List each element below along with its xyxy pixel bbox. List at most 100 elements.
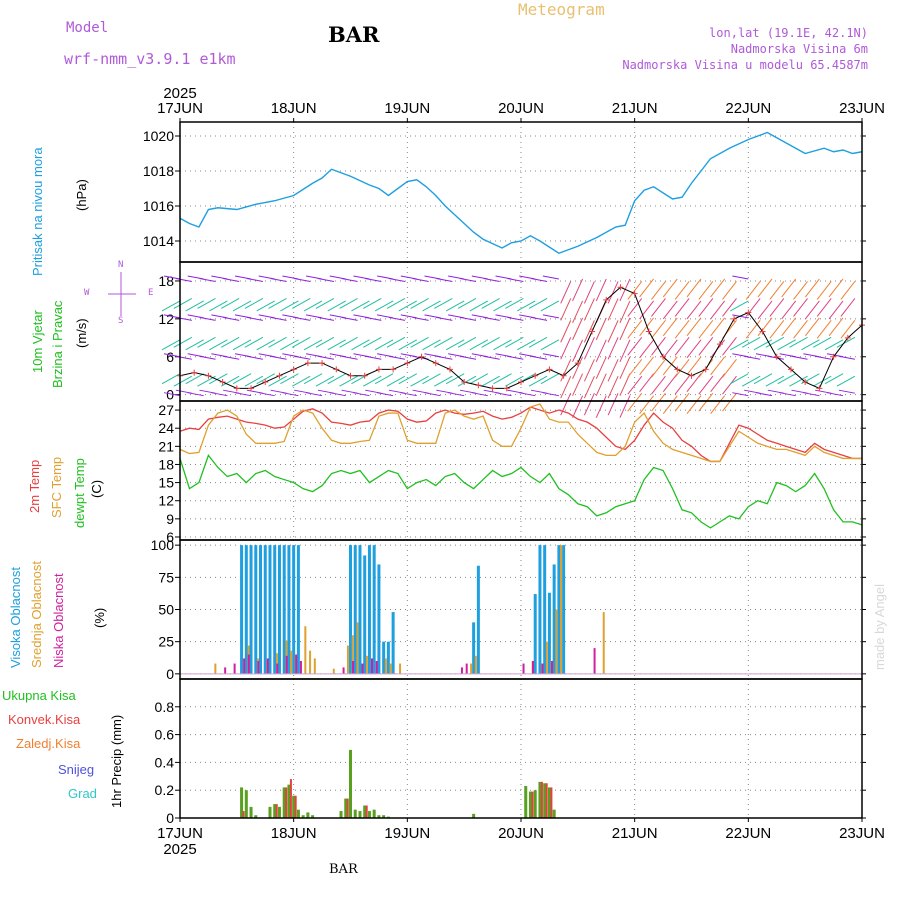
wind-arrow — [674, 320, 690, 339]
wind-gust-marker — [361, 372, 368, 379]
wind-arrow — [341, 316, 358, 321]
wind-arrow — [339, 375, 358, 387]
wind-arrow — [828, 300, 844, 320]
wind-arrow — [815, 355, 832, 360]
x-top-tick-label: 17JUN — [157, 100, 203, 117]
wind-arrow — [519, 392, 536, 397]
wind-arrow — [619, 278, 631, 302]
wind-arrow — [185, 300, 204, 312]
cloud-bar — [304, 626, 307, 674]
x-top-tick-label: 21JUN — [612, 100, 658, 117]
wind-arrow — [789, 336, 808, 348]
wind-arrow — [268, 336, 287, 348]
wind-arrow — [824, 339, 844, 351]
precip-bar — [311, 815, 315, 818]
y-tick-label: 50 — [158, 602, 174, 618]
cloud-bar — [351, 635, 354, 674]
wind-arrow — [674, 358, 690, 378]
wind-arrow — [607, 392, 619, 416]
wind-arrow — [753, 373, 773, 385]
conv-rain-label: Konvek.Kisa — [8, 712, 81, 727]
cloud-bar — [309, 650, 312, 674]
precip-bar — [543, 783, 547, 818]
wind-arrow — [816, 320, 832, 339]
wind-arrow — [730, 300, 749, 312]
cloud-bar — [370, 658, 373, 674]
wind-arrow — [595, 317, 607, 341]
wind-arrow — [812, 336, 832, 348]
wind-gust-marker — [702, 366, 709, 373]
cloud-bar — [332, 668, 335, 674]
cloud-bar — [552, 564, 556, 674]
wind-arrow — [651, 337, 666, 356]
wind-arrow — [185, 373, 204, 385]
panel-frame — [179, 678, 863, 819]
wind-arrow — [828, 278, 844, 298]
wind-arrow — [481, 375, 500, 387]
cloud-bar — [276, 663, 279, 674]
y-tick-label: 0 — [166, 387, 174, 403]
wind-arrow — [161, 339, 181, 351]
compass-east: E — [148, 288, 154, 298]
cloud-bar — [361, 663, 364, 674]
wind-gust-marker — [461, 379, 468, 386]
cloud-bar — [247, 654, 250, 674]
y-tick-label: 21 — [158, 438, 174, 454]
cloud-bar — [367, 545, 371, 674]
cloud-bar — [472, 622, 476, 674]
precip-bar — [367, 811, 371, 818]
wind-arrow — [507, 355, 524, 360]
cloud-bar — [474, 655, 477, 674]
wind-arrow — [363, 297, 382, 309]
wind-gust-marker — [844, 334, 851, 341]
wind-arrow — [292, 336, 311, 348]
wind-arrow — [410, 336, 429, 348]
wind-gust-marker — [191, 369, 198, 376]
wind-arrow — [445, 373, 465, 385]
cloud-bar — [541, 663, 544, 674]
wind-gust-marker — [830, 353, 837, 360]
wind-gust-marker — [518, 379, 524, 386]
wind-arrow — [619, 300, 631, 324]
wind-arrow — [560, 320, 572, 343]
wind-arrow — [651, 281, 666, 300]
wind-arrow — [607, 298, 619, 321]
wind-arrow — [412, 277, 429, 282]
cloud-bar — [349, 545, 352, 674]
wind-arrow — [755, 392, 773, 397]
wind-arrow — [209, 339, 228, 351]
x-bottom-tick-label: 23JUN — [839, 825, 885, 842]
wind-gust-marker — [248, 385, 255, 392]
wind-arrow — [481, 336, 500, 348]
wind-arrow — [793, 298, 808, 317]
cloud-bar — [285, 655, 288, 674]
wind-arrow — [816, 298, 832, 317]
precip-bar — [538, 781, 542, 818]
wind-arrow — [270, 355, 287, 360]
cloud-bar — [377, 564, 381, 674]
cloud-bar — [342, 667, 345, 674]
wind-arrow — [804, 300, 820, 320]
cloud-bar — [522, 663, 525, 674]
wind-arrow — [698, 298, 714, 317]
wind-arrow — [434, 375, 453, 387]
wind-arrow — [710, 278, 726, 298]
cloud-bar — [358, 545, 362, 674]
y-tick-label: 15 — [158, 475, 174, 491]
elevation-label: Nadmorska Visina 6m — [730, 42, 868, 56]
x-bottom-tick-label: 21JUN — [612, 825, 658, 842]
cloud-bar — [243, 658, 246, 674]
wind-gust-marker — [645, 328, 652, 335]
wind-arrow — [607, 320, 619, 343]
precip-bar — [365, 805, 368, 818]
wind-arrow — [398, 300, 418, 312]
precip-bar — [244, 790, 248, 818]
wind-arrow — [436, 277, 453, 282]
precip-bar — [346, 798, 349, 818]
page-title: Meteogram — [518, 0, 605, 19]
wind-arrow — [246, 277, 263, 282]
wind-arrow — [398, 373, 418, 385]
wind-gust-marker — [546, 366, 553, 373]
wind-arrow — [280, 339, 299, 351]
